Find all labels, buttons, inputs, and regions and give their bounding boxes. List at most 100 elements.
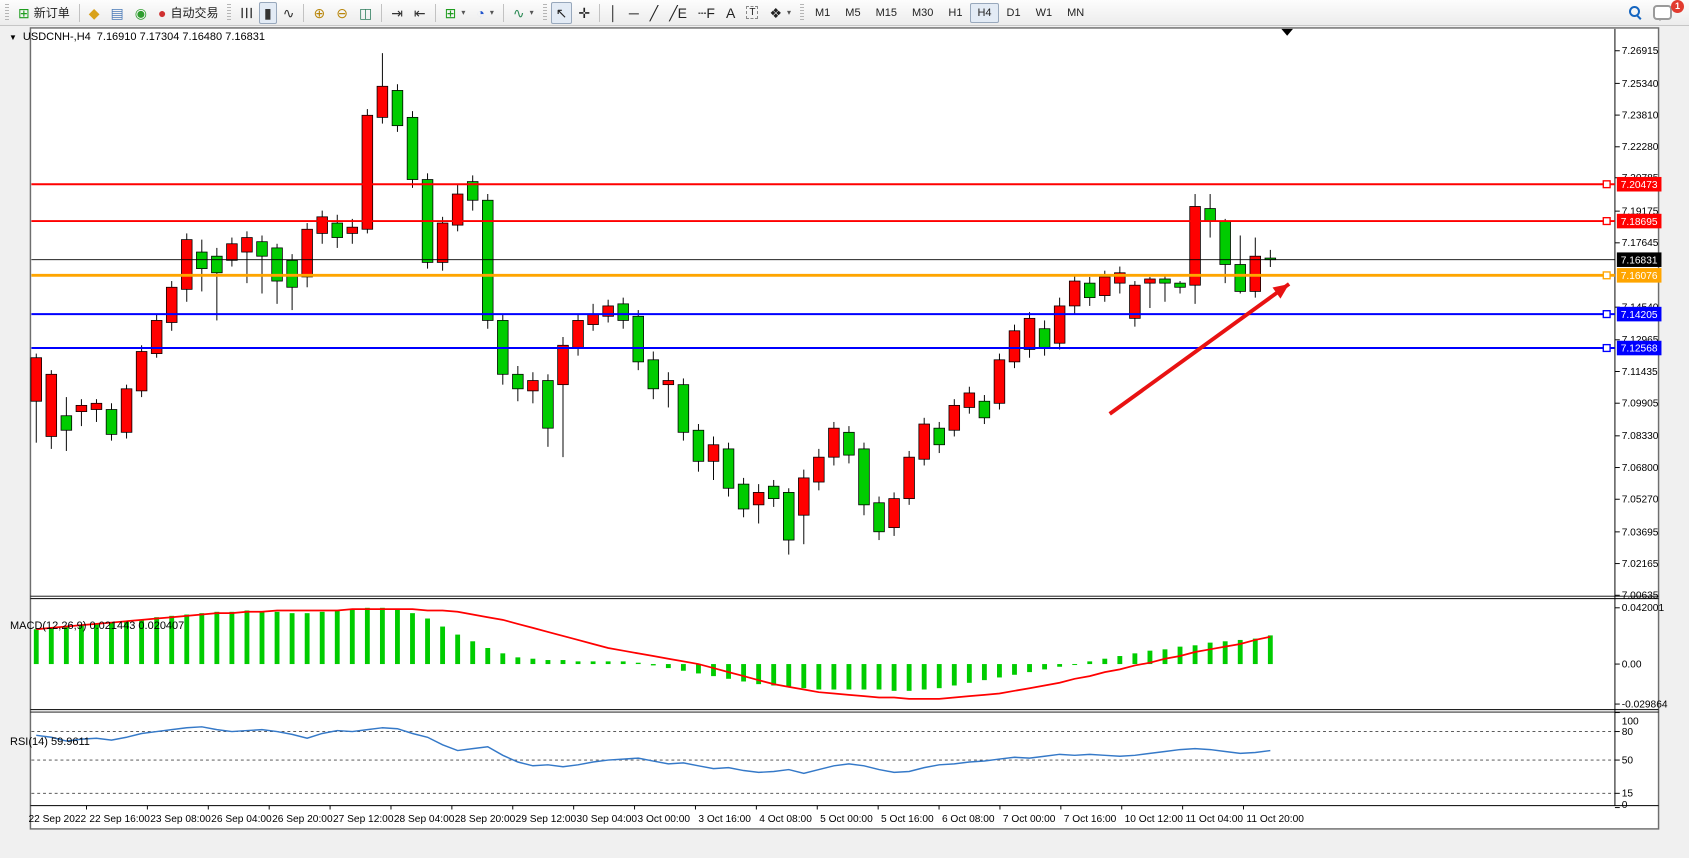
timeframe-m1-button[interactable]: M1 <box>808 3 837 23</box>
candle <box>1053 305 1066 344</box>
zoom-in-button[interactable]: ⊕ <box>308 2 330 24</box>
candle <box>451 193 464 226</box>
market-watch-button[interactable]: ◆ <box>84 2 105 24</box>
candle <box>1008 330 1021 363</box>
fibonacci-icon: ┄F <box>698 4 715 21</box>
macd-histogram-bar <box>395 609 400 665</box>
macd-histogram-bar <box>169 615 175 665</box>
horizontal-line-button[interactable]: ─ <box>624 2 644 24</box>
time-tick-label: 3 Oct 16:00 <box>698 814 751 825</box>
toolbar-grip-handle[interactable] <box>227 3 232 22</box>
notifications-button[interactable]: 1 <box>1648 0 1684 24</box>
line-handle[interactable] <box>1602 271 1611 280</box>
macd-histogram-bar <box>575 661 581 665</box>
equidistant-channel-button[interactable]: ╱E <box>664 2 692 24</box>
price-tick-label: 7.00635 <box>1622 591 1659 602</box>
text-label-button[interactable]: T <box>741 2 763 24</box>
macd-histogram-bar <box>1267 635 1273 665</box>
trend-arrow-object[interactable] <box>1108 282 1291 416</box>
timeframe-m30-button[interactable]: M30 <box>905 3 940 23</box>
time-tick-label: 10 Oct 12:00 <box>1125 814 1184 825</box>
candle <box>1144 278 1156 284</box>
candle <box>135 351 148 392</box>
timeframe-h4-button[interactable]: H4 <box>970 2 999 23</box>
macd-histogram-bar <box>696 664 701 674</box>
timeframe-w1-button[interactable]: W1 <box>1029 3 1060 23</box>
sound-alerts-button[interactable]: ◉ <box>130 2 152 24</box>
new-order-button[interactable]: ⊞ 新订单 <box>13 2 75 24</box>
candle <box>903 456 915 500</box>
macd-histogram-bar <box>756 664 762 685</box>
macd-histogram-bar <box>455 634 461 665</box>
candle <box>692 429 705 462</box>
line-handle[interactable] <box>1602 343 1611 353</box>
timeframe-h1-button[interactable]: H1 <box>941 3 969 23</box>
indicators-button[interactable]: ∿ ▾ <box>508 2 539 24</box>
macd-histogram-bar <box>560 660 566 665</box>
price-axis-badge <box>1616 306 1662 322</box>
macd-histogram-bar <box>1252 638 1258 665</box>
crosshair-button[interactable]: ✛ <box>573 2 595 24</box>
timeframe-m5-button[interactable]: M5 <box>838 3 867 23</box>
data-window-button[interactable]: ▤ <box>106 2 129 24</box>
timeframe-m15-button[interactable]: M15 <box>869 3 904 23</box>
toolbar-grip-handle[interactable] <box>542 3 547 22</box>
auto-trading-button[interactable]: ● 自动交易 <box>153 2 223 24</box>
price-axis-badge <box>1616 340 1662 356</box>
line-handle[interactable] <box>1602 217 1611 226</box>
macd-histogram-bar <box>906 664 912 691</box>
macd-histogram-bar <box>981 664 987 681</box>
sound-alerts-icon: ◉ <box>134 4 147 21</box>
candle <box>90 402 103 410</box>
bar-chart-button[interactable]: ☰ <box>235 2 258 24</box>
horizontal-line-icon: ─ <box>628 4 639 21</box>
vertical-line-button[interactable]: │ <box>604 2 623 24</box>
timeframe-d1-button[interactable]: D1 <box>1000 3 1028 23</box>
vertical-line-icon: │ <box>609 4 618 21</box>
search-button[interactable] <box>1624 2 1647 24</box>
candle <box>391 90 404 127</box>
candle <box>767 485 780 500</box>
auto-trading-label: 自动交易 <box>170 6 219 20</box>
candle <box>1129 284 1141 319</box>
text-button[interactable]: A <box>721 2 740 24</box>
macd-histogram-bar <box>154 617 160 665</box>
auto-scroll-button[interactable]: ⇥ <box>386 2 408 24</box>
candle <box>406 116 419 180</box>
zoom-out-button[interactable]: ⊖ <box>331 2 353 24</box>
candle <box>918 423 930 460</box>
chart-shift-button[interactable]: ⇤ <box>409 2 431 24</box>
timeframe-mn-button[interactable]: MN <box>1060 3 1091 23</box>
price-axis-badge <box>1616 213 1662 229</box>
arrows-button[interactable]: ❖ ▾ <box>764 2 796 24</box>
cursor-button[interactable]: ↖ <box>550 1 573 24</box>
rsi-tick-label: 0 <box>1622 800 1628 811</box>
candle <box>60 415 73 431</box>
line-handle[interactable] <box>1602 180 1611 189</box>
new-chart-button[interactable]: ⊞ ▾ <box>440 2 471 24</box>
macd-histogram-bar <box>259 611 265 665</box>
time-tick-label: 6 Oct 08:00 <box>942 814 995 825</box>
chevron-down-icon: ▾ <box>529 8 534 17</box>
candle <box>105 409 118 435</box>
macd-histogram-bar <box>109 622 114 665</box>
line-chart-button[interactable]: ∿ <box>278 2 300 24</box>
line-handle[interactable] <box>1602 310 1611 319</box>
macd-histogram-bar <box>530 658 536 665</box>
chart-canvas[interactable]: 7.269157.253407.238107.222807.207857.191… <box>0 26 1689 858</box>
time-tick-label: 26 Sep 20:00 <box>272 814 333 825</box>
candle <box>512 373 524 390</box>
toolbar-grip-handle[interactable] <box>800 3 805 22</box>
tile-windows-button[interactable]: ◫ <box>354 2 377 24</box>
price-tick-label: 7.22280 <box>1622 142 1659 153</box>
indicators-icon: ∿ <box>512 4 525 21</box>
macd-histogram-bar <box>214 611 220 665</box>
price-tick-label: 7.19175 <box>1622 207 1659 218</box>
fibonacci-button[interactable]: ┄F <box>693 2 720 24</box>
macd-histogram-bar <box>1012 664 1017 675</box>
profiles-button[interactable]: ◔ ▾ <box>471 2 498 24</box>
candlestick-chart-button[interactable]: ▮ <box>259 1 277 24</box>
zoom-in-icon: ⊕ <box>313 4 326 21</box>
trendline-button[interactable]: ╱ <box>645 2 663 24</box>
toolbar-grip-handle[interactable] <box>5 3 9 22</box>
